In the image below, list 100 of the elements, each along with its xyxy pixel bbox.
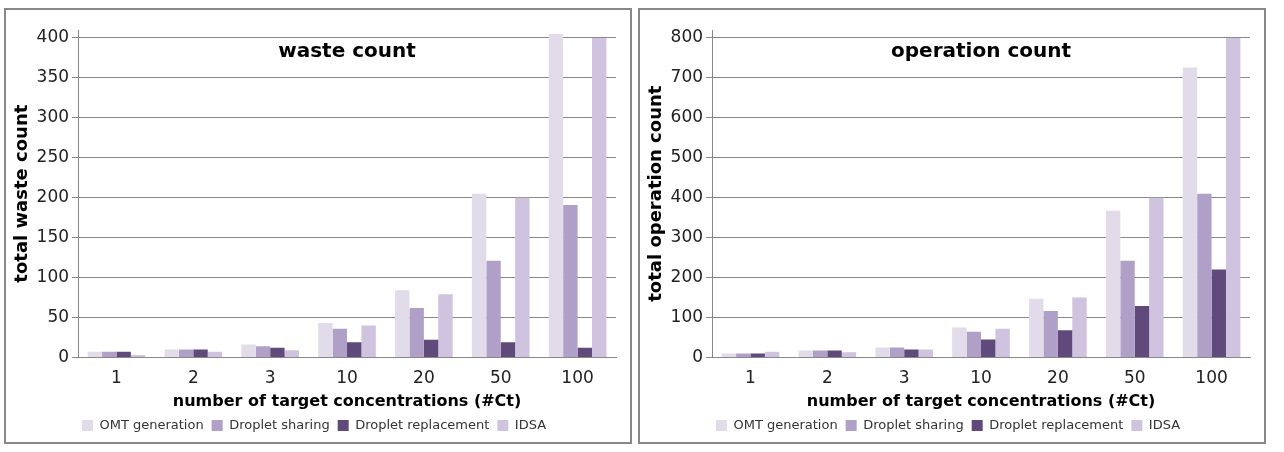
bar: [889, 347, 905, 357]
y-tick-label: 100: [670, 305, 704, 326]
bar: [409, 307, 424, 357]
y-tick-label: 400: [36, 26, 70, 47]
bar: [764, 351, 780, 357]
bar: [207, 351, 223, 357]
bar: [1029, 298, 1044, 357]
bar: [995, 328, 1010, 357]
bar: [1225, 37, 1241, 357]
y-tick-label: 350: [36, 66, 70, 87]
x-tick-label: 2: [187, 367, 199, 388]
x-axis-title: number of target concentrations (#Ct): [172, 390, 522, 410]
x-axis-title: number of target concentrations (#Ct): [806, 390, 1156, 410]
text: operation count: [891, 38, 1072, 63]
bar: [486, 260, 501, 357]
bar: [736, 353, 751, 357]
x-tick-label: 10: [336, 367, 358, 388]
legend-label: IDSA: [1148, 416, 1181, 432]
bar: [875, 347, 890, 357]
bar: [423, 339, 439, 357]
bar: [347, 342, 362, 357]
bar: [563, 204, 578, 357]
bar: [918, 349, 933, 357]
bar: [1182, 67, 1198, 357]
x-tick-label: 20: [1047, 367, 1069, 388]
bar: [904, 349, 919, 357]
x-tick-label: 1: [745, 367, 756, 388]
bar: [1120, 260, 1135, 357]
bar: [1211, 269, 1226, 357]
bar: [1057, 330, 1073, 357]
bar: [116, 351, 131, 357]
legend-label: Droplet sharing: [863, 416, 964, 432]
y-axis-title: total waste count: [10, 104, 32, 283]
bar: [966, 331, 982, 357]
bar: [284, 350, 299, 357]
y-tick-label: 300: [36, 106, 70, 127]
legend-label: OMT generation: [733, 416, 838, 432]
bar: [841, 352, 857, 357]
bar: [178, 349, 194, 357]
bar: [591, 37, 607, 357]
y-axis-title: total operation count: [644, 85, 666, 302]
y-tick-label: 200: [670, 265, 704, 286]
bar: [548, 33, 564, 357]
x-tick-label: 50: [489, 367, 512, 388]
bar: [1105, 210, 1121, 357]
bar: [515, 197, 530, 357]
legend-label: OMT generation: [99, 416, 204, 432]
bar: [500, 342, 516, 357]
bar: [164, 349, 179, 357]
bar: [827, 350, 842, 357]
y-tick-label: 400: [670, 186, 704, 207]
x-tick-label: 100: [1195, 367, 1228, 388]
y-tick-label: 250: [36, 146, 70, 167]
x-tick-label: 100: [561, 367, 594, 388]
y-tick-label: 50: [47, 305, 70, 326]
legend-label: Droplet replacement: [989, 416, 1124, 432]
y-tick-label: 300: [670, 226, 704, 247]
bar: [812, 350, 828, 357]
bar: [1134, 305, 1150, 357]
y-tick-label: 800: [670, 26, 704, 47]
bar: [193, 349, 208, 357]
bar: [102, 351, 117, 357]
bar: [1149, 197, 1164, 357]
bar: [577, 347, 592, 357]
bar: [798, 350, 813, 357]
y-tick-label: 500: [670, 146, 704, 167]
bar: [332, 328, 348, 357]
bar: [1043, 311, 1058, 357]
bar: [318, 323, 333, 357]
y-tick-label: 150: [36, 226, 70, 247]
y-tick-label: 600: [670, 106, 704, 127]
y-tick-label: 100: [36, 265, 70, 286]
bar: [270, 347, 285, 357]
bar: [981, 339, 996, 357]
x-tick-label: 3: [264, 367, 276, 388]
y-tick-label: 200: [36, 186, 70, 207]
x-tick-label: 20: [413, 367, 435, 388]
y-tick-label: 0: [58, 345, 70, 366]
bar: [1197, 193, 1212, 357]
y-tick-label: 0: [692, 345, 704, 366]
x-tick-label: 50: [1123, 367, 1146, 388]
bar: [952, 327, 967, 357]
x-tick-label: 1: [111, 367, 122, 388]
bar: [361, 325, 376, 357]
bar: [255, 346, 271, 357]
bar: [395, 290, 410, 357]
bar: [241, 344, 256, 357]
x-tick-label: 3: [898, 367, 910, 388]
legend-label: IDSA: [514, 416, 547, 432]
legend-label: Droplet sharing: [229, 416, 330, 432]
legend-label: Droplet replacement: [355, 416, 490, 432]
y-tick-label: 700: [670, 66, 704, 87]
bar: [721, 353, 737, 357]
x-tick-label: 10: [970, 367, 992, 388]
bar: [471, 193, 487, 357]
bar: [750, 353, 765, 357]
bar: [438, 294, 453, 357]
bar: [87, 351, 103, 357]
x-tick-label: 2: [821, 367, 833, 388]
bar: [1072, 297, 1087, 357]
